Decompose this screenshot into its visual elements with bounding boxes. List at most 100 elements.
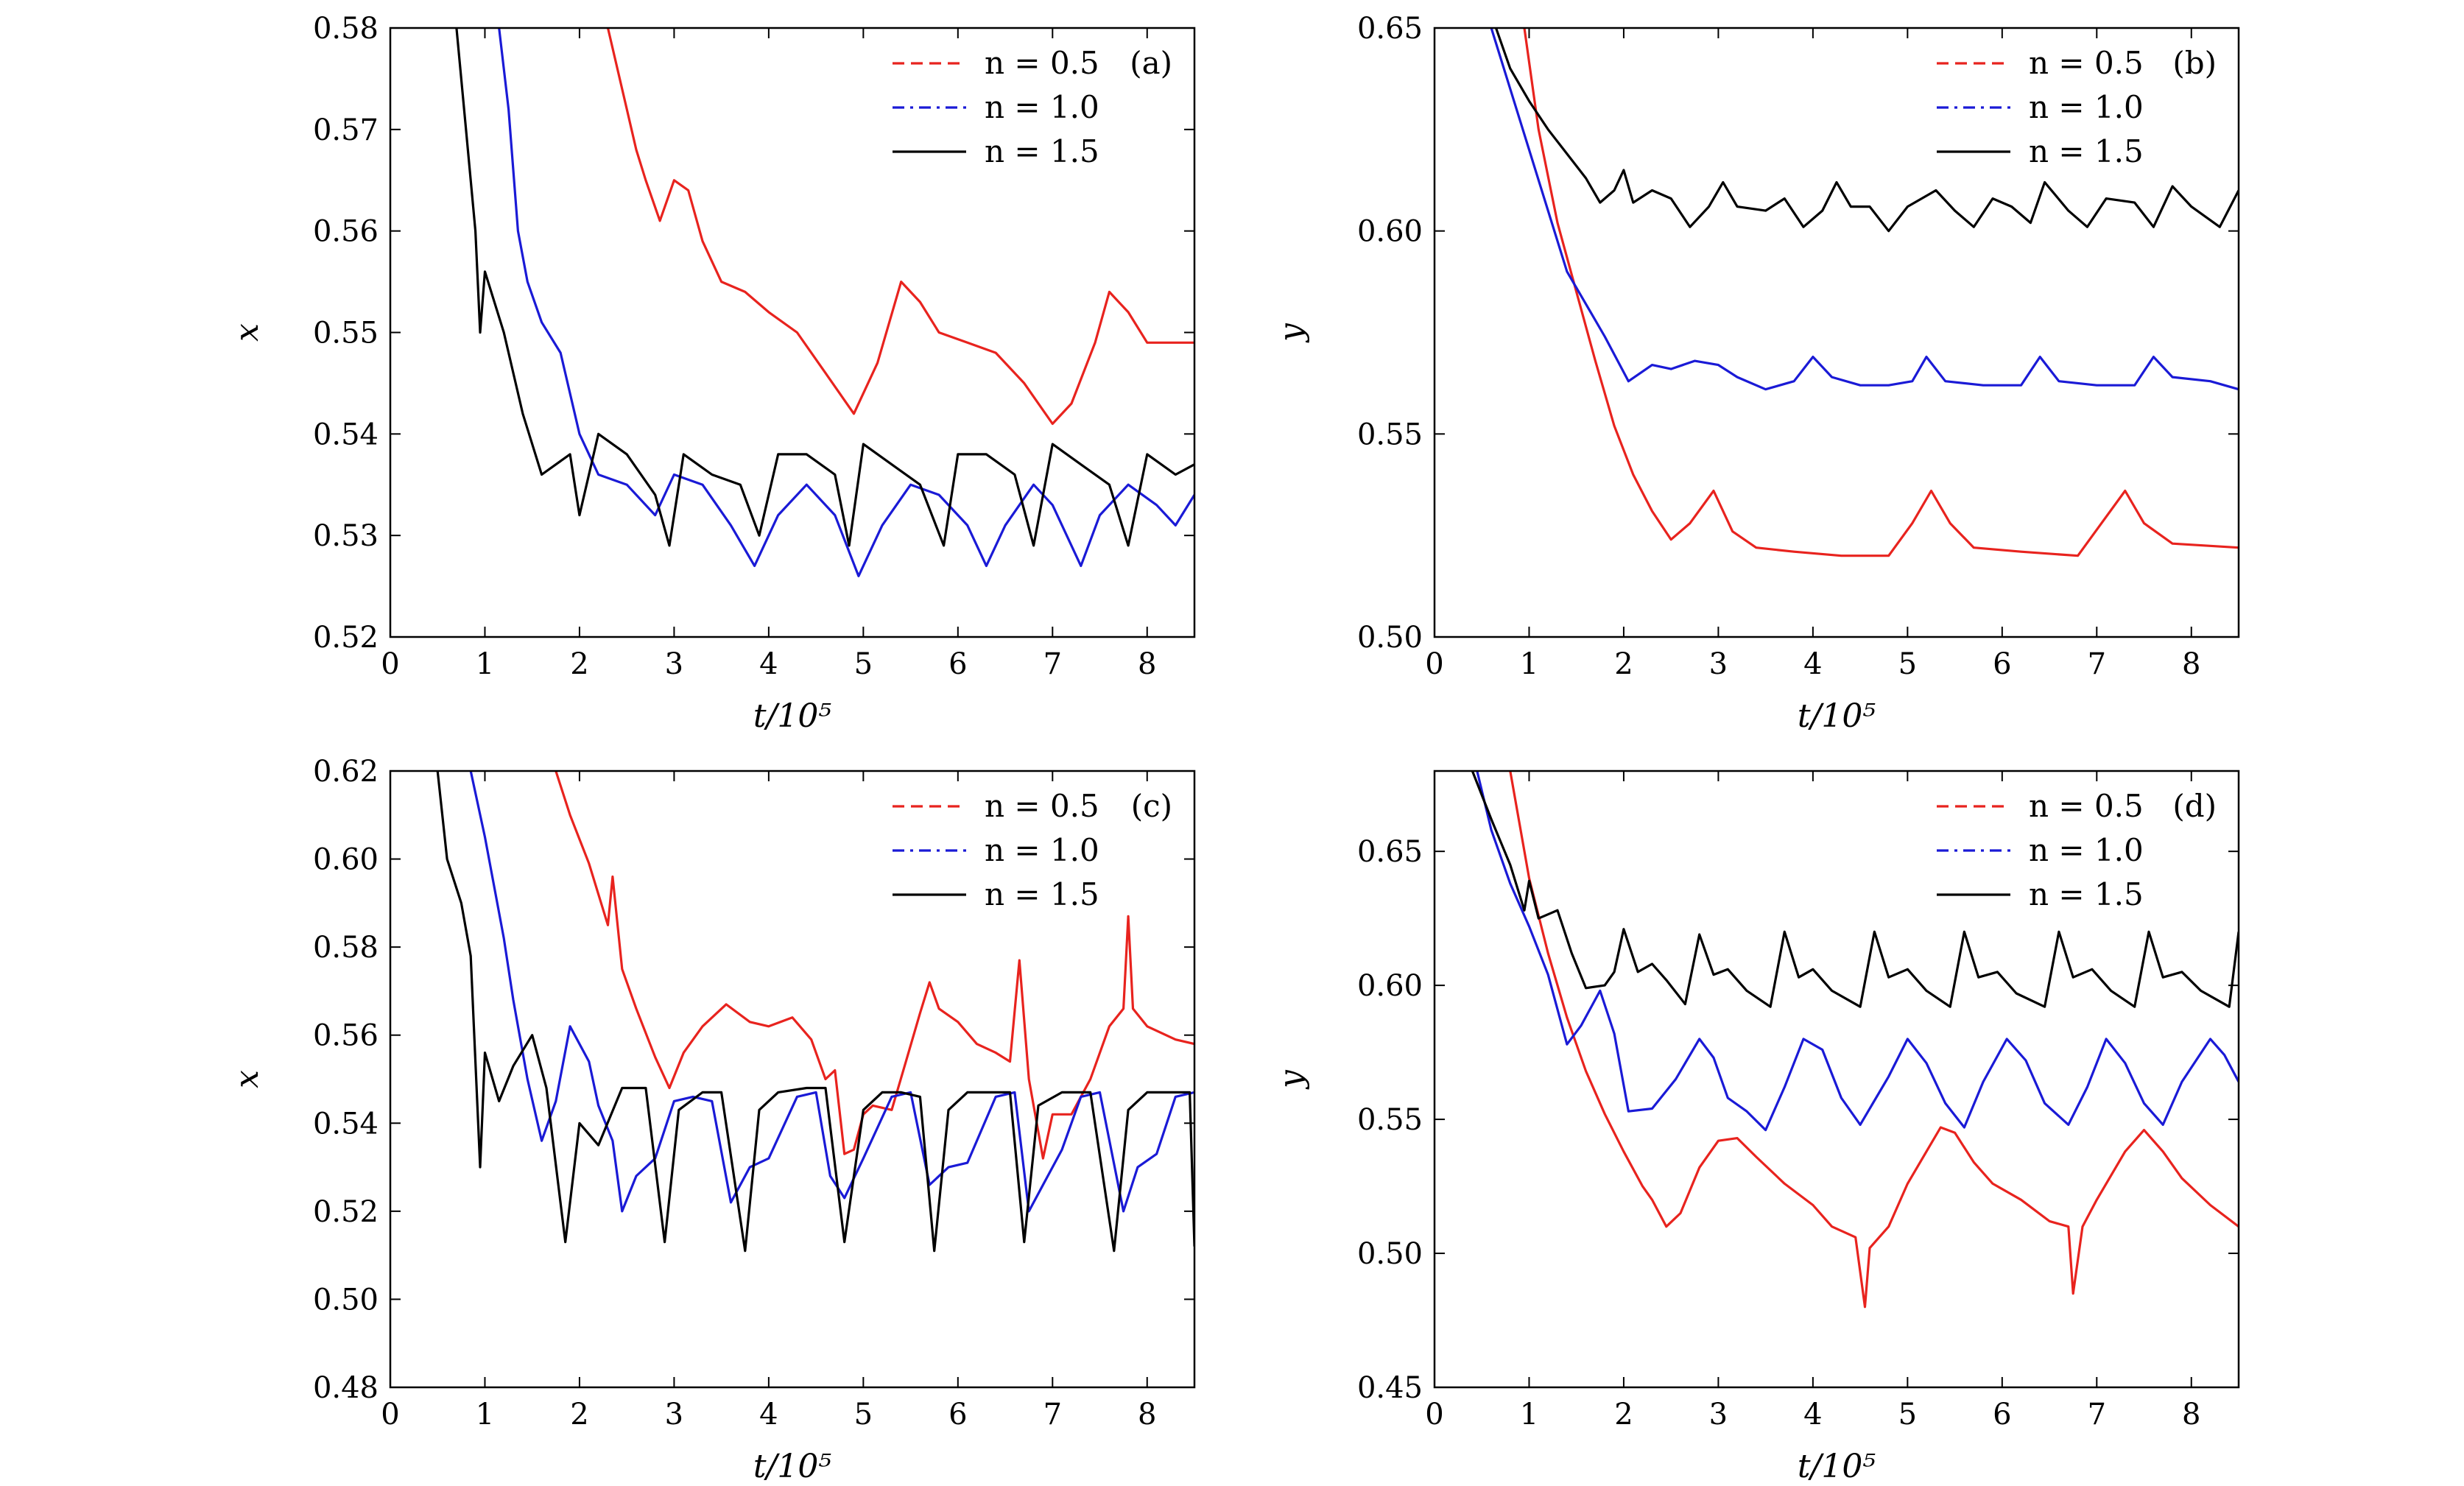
y-axis-label: y bbox=[1273, 1069, 1310, 1090]
panel-label: (b) bbox=[2172, 45, 2217, 81]
axes-frame bbox=[389, 770, 1196, 1389]
series-line-0-5 bbox=[1509, 771, 2239, 1309]
series-group bbox=[1471, 771, 2239, 1309]
y-tick-label: 0.52 bbox=[313, 621, 379, 655]
x-axis-label: t/10⁵ bbox=[1798, 1448, 1876, 1485]
x-tick-label: 4 bbox=[1803, 1398, 1822, 1432]
series-line-0-5 bbox=[555, 771, 1194, 1160]
y-tick-label: 0.48 bbox=[313, 1371, 379, 1405]
x-tick-label: 1 bbox=[476, 1398, 494, 1432]
x-tick-label: 1 bbox=[476, 647, 494, 681]
y-axis-label: x bbox=[228, 323, 266, 342]
y-tick-label: 0.57 bbox=[313, 113, 379, 147]
y-tick-label: 0.54 bbox=[313, 418, 379, 451]
axes-frame bbox=[1433, 27, 2240, 638]
series-line-1-5 bbox=[436, 771, 1194, 1253]
chart-panel-4: 0 1 2 3 4 5 6 7 8 0.45 0.50 0.55 0.60 0.65 t/10⁵ y n = 0… bbox=[1273, 770, 2240, 1485]
x-tick-label: 6 bbox=[1993, 1398, 2011, 1432]
legend-entry: n = 1.5 bbox=[2029, 876, 2144, 912]
series-line-1-0 bbox=[498, 28, 1194, 577]
legend-entry: n = 1.0 bbox=[2029, 832, 2144, 868]
y-tick-label: 0.65 bbox=[1357, 835, 1423, 869]
x-tick-label: 3 bbox=[665, 647, 683, 681]
y-tick-label: 0.60 bbox=[1357, 215, 1423, 249]
y-tick-label: 0.56 bbox=[313, 215, 379, 249]
x-tick-label: 6 bbox=[948, 1398, 967, 1432]
x-tick-label: 7 bbox=[2088, 647, 2106, 681]
x-axis-label: t/10⁵ bbox=[753, 697, 831, 735]
y-tick-label: 0.55 bbox=[1357, 418, 1423, 451]
panel-label: (d) bbox=[2172, 788, 2217, 824]
x-tick-label: 7 bbox=[2088, 1398, 2106, 1432]
x-tick-label: 8 bbox=[1138, 647, 1156, 681]
x-tick-label: 4 bbox=[759, 1398, 778, 1432]
series-group bbox=[1490, 28, 2239, 557]
y-tick-label: 0.55 bbox=[1357, 1103, 1423, 1137]
legend-entry: n = 1.5 bbox=[2029, 133, 2144, 169]
x-tick-label: 3 bbox=[665, 1398, 683, 1432]
x-tick-label: 4 bbox=[759, 647, 778, 681]
legend-entry: n = 0.5 bbox=[985, 788, 1099, 824]
x-tick-label: 5 bbox=[854, 1398, 873, 1432]
x-tick-label: 7 bbox=[1043, 1398, 1062, 1432]
series-line-0-5 bbox=[1523, 28, 2239, 557]
x-tick-label: 5 bbox=[1898, 647, 1917, 681]
chart-panel-2: 0 1 2 3 4 5 6 7 8 0.50 0.55 0.60 0.65 t/10⁵ y n = 0.5 n … bbox=[1273, 12, 2240, 735]
y-tick-label: 0.50 bbox=[313, 1283, 379, 1317]
legend-entry: n = 1.0 bbox=[985, 89, 1099, 125]
x-tick-label: 2 bbox=[570, 1398, 588, 1432]
legend-entry: n = 1.5 bbox=[985, 876, 1099, 912]
legend-entry: n = 1.0 bbox=[985, 832, 1099, 868]
y-axis-label: y bbox=[1273, 323, 1310, 343]
x-tick-label: 8 bbox=[1138, 1398, 1156, 1432]
series-group bbox=[455, 28, 1194, 577]
y-tick-label: 0.58 bbox=[313, 12, 379, 46]
x-tick-label: 0 bbox=[1425, 1398, 1443, 1432]
legend-entry: n = 1.5 bbox=[985, 133, 1099, 169]
y-tick-label: 0.56 bbox=[313, 1019, 379, 1053]
y-tick-label: 0.45 bbox=[1357, 1371, 1423, 1405]
series-line-1-0 bbox=[1490, 28, 2239, 391]
x-tick-label: 1 bbox=[1520, 647, 1538, 681]
series-line-1-0 bbox=[1476, 771, 2239, 1132]
chart-panel-1: 0 1 2 3 4 5 6 7 8 0.52 0.53 0.54 0.55 0.56 0.57 0.58 t/1… bbox=[228, 12, 1196, 735]
x-tick-label: 8 bbox=[2182, 1398, 2200, 1432]
series-line-0-5 bbox=[606, 28, 1194, 426]
y-tick-label: 0.54 bbox=[313, 1107, 379, 1141]
x-axis-label: t/10⁵ bbox=[1798, 697, 1876, 735]
legend-entry: n = 0.5 bbox=[2029, 45, 2144, 81]
series-line-1-5 bbox=[1494, 28, 2239, 233]
x-tick-label: 8 bbox=[2182, 647, 2200, 681]
y-tick-label: 0.55 bbox=[313, 317, 379, 351]
x-tick-label: 6 bbox=[1993, 647, 2011, 681]
x-tick-label: 3 bbox=[1709, 647, 1728, 681]
x-tick-label: 2 bbox=[570, 647, 588, 681]
series-line-1-5 bbox=[1471, 771, 2239, 1008]
y-tick-label: 0.58 bbox=[313, 931, 379, 965]
x-tick-label: 5 bbox=[854, 647, 873, 681]
x-tick-label: 2 bbox=[1614, 1398, 1633, 1432]
x-tick-label: 2 bbox=[1614, 647, 1633, 681]
series-line-1-5 bbox=[455, 28, 1194, 547]
x-tick-label: 0 bbox=[381, 1398, 399, 1432]
x-tick-label: 6 bbox=[948, 647, 967, 681]
x-tick-label: 7 bbox=[1043, 647, 1062, 681]
y-tick-label: 0.60 bbox=[1357, 969, 1423, 1003]
y-tick-label: 0.50 bbox=[1357, 1237, 1423, 1271]
legend-entry: n = 1.0 bbox=[2029, 89, 2144, 125]
x-tick-label: 3 bbox=[1709, 1398, 1728, 1432]
x-tick-label: 0 bbox=[381, 647, 399, 681]
legend-entry: n = 0.5 bbox=[985, 45, 1099, 81]
y-axis-label: x bbox=[228, 1070, 266, 1088]
x-axis-label: t/10⁵ bbox=[753, 1448, 831, 1485]
x-tick-label: 0 bbox=[1425, 647, 1443, 681]
x-tick-label: 1 bbox=[1520, 1398, 1538, 1432]
x-tick-label: 4 bbox=[1803, 647, 1822, 681]
series-group bbox=[436, 771, 1194, 1253]
axes-frame bbox=[1433, 770, 2240, 1389]
legend-entry: n = 0.5 bbox=[2029, 788, 2144, 824]
y-tick-label: 0.53 bbox=[313, 519, 379, 553]
chart-panel-3: 0 1 2 3 4 5 6 7 8 0.48 0.50 0.52 0.54 0.56 0.58 0.60 0.6… bbox=[228, 755, 1196, 1485]
y-tick-label: 0.60 bbox=[313, 843, 379, 877]
